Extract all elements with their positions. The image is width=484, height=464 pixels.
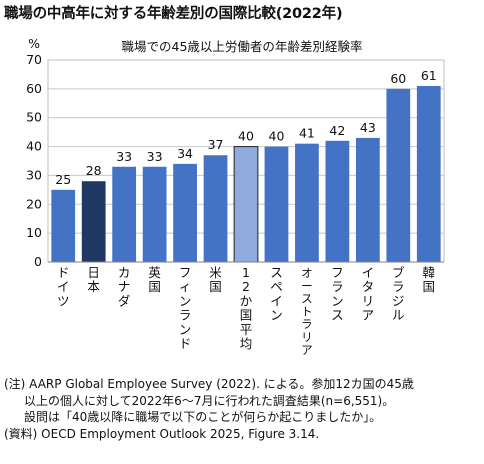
data-label: 33 bbox=[147, 149, 163, 164]
y-tick-label: 70 bbox=[26, 52, 42, 67]
bar bbox=[295, 143, 319, 262]
data-label: 40 bbox=[238, 129, 254, 144]
x-tick-label: スペイン bbox=[270, 265, 283, 323]
bar bbox=[203, 155, 228, 262]
x-tick-label: 英国 bbox=[148, 265, 161, 294]
bar bbox=[142, 166, 167, 262]
x-tick-label: カナダ bbox=[118, 265, 131, 308]
data-label: 42 bbox=[329, 123, 345, 138]
data-label: 33 bbox=[116, 149, 132, 164]
bar bbox=[233, 146, 259, 263]
x-tick-label: ブラジル bbox=[392, 265, 405, 323]
note-line-3: 設問は「40歳以降に職場で以下のことが何らか起こりましたか」。 bbox=[24, 410, 382, 424]
y-tick-label: 40 bbox=[26, 139, 42, 154]
data-label: 40 bbox=[269, 129, 285, 144]
note-line-1: (注) AARP Global Employee Survey (2022). … bbox=[4, 377, 414, 391]
bar bbox=[112, 166, 137, 262]
source-line: (資料) OECD Employment Outlook 2025, Figur… bbox=[4, 426, 320, 441]
x-tick-label: 1 2 か国平均 bbox=[240, 265, 253, 351]
data-label: 41 bbox=[299, 126, 315, 141]
y-axis-label: % bbox=[28, 36, 40, 51]
data-label: 25 bbox=[55, 172, 71, 187]
x-tick-label: ドイツ bbox=[57, 265, 70, 308]
y-tick-label: 30 bbox=[26, 167, 42, 182]
x-tick-label: イタリア bbox=[362, 265, 375, 323]
bar bbox=[173, 163, 197, 262]
x-tick-label: フランス bbox=[331, 265, 344, 323]
bar bbox=[416, 85, 441, 262]
data-label: 37 bbox=[208, 137, 224, 152]
chart-title: 職場での45歳以上労働者の年齢差別経験率 bbox=[121, 39, 363, 54]
bar bbox=[386, 88, 411, 262]
x-tick-label: 韓国 bbox=[423, 265, 436, 294]
note-line-2: 以上の個人に対して2022年6～7月に行われた調査結果(n=6,551)。 bbox=[24, 393, 395, 408]
bar bbox=[81, 181, 106, 262]
y-tick-label: 60 bbox=[26, 81, 42, 96]
y-tick-label: 10 bbox=[26, 225, 42, 240]
x-tick-label: 米国 bbox=[209, 265, 222, 294]
bar bbox=[325, 140, 350, 262]
data-label: 28 bbox=[86, 163, 102, 178]
x-tick-label: オーストラリア bbox=[301, 266, 313, 357]
bar bbox=[264, 146, 289, 262]
figure-title: 職場の中高年に対する年齢差別の国際比較(2022年) bbox=[4, 6, 343, 22]
x-tick-label: 日本 bbox=[87, 265, 100, 294]
y-tick-label: 50 bbox=[26, 110, 42, 125]
bar bbox=[51, 189, 76, 262]
bar bbox=[355, 137, 380, 262]
data-label: 61 bbox=[421, 68, 437, 83]
data-label: 43 bbox=[360, 120, 376, 135]
x-tick-label: フィンランド bbox=[179, 265, 192, 351]
data-label: 34 bbox=[177, 146, 193, 161]
y-tick-label: 0 bbox=[34, 254, 42, 269]
y-tick-label: 20 bbox=[26, 196, 42, 211]
bar-chart: 0 10 20 30 40 50 60 70% 25 ドイツ 28 日本 33 カナダ 33 英国 34 フィンラ… bbox=[26, 36, 445, 357]
footnotes: (注) AARP Global Employee Survey (2022). … bbox=[4, 376, 414, 442]
data-label: 60 bbox=[390, 71, 406, 86]
